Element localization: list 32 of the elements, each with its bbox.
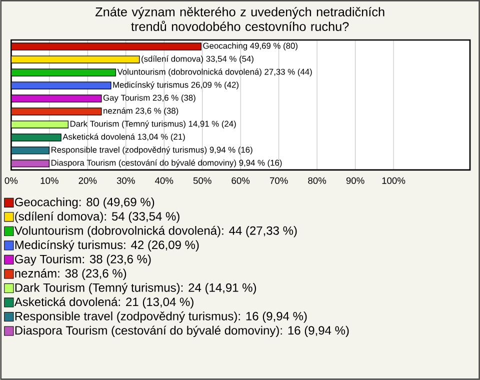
text: Responsible travel (zodpovědný turismus) 9,94 % (16) (51, 146, 252, 154)
x-tick-label: 30% (116, 177, 135, 184)
x-tick-label: 80% (308, 177, 326, 184)
chart-title: Znáte význam některého z uvedených netradičních trendů novodobého cestovního ruchu? (96, 7, 384, 32)
text: Voluntourism (dobrovolnická dovolená) 27,33 % (44) (117, 68, 312, 77)
legend-label: (sdílení domova): 54 (33,54 %) (15, 212, 180, 224)
x-tick-label: 40% (155, 177, 174, 184)
text: Geocaching 49,69 % (80) (203, 42, 298, 50)
legend-label: neznám: 38 (23,6 %) (15, 268, 126, 280)
x-tick-label: 0% (4, 177, 18, 184)
legend-label: Asketická dovolená: 21 (13,04 %) (14, 297, 194, 309)
x-tick-label: 70% (270, 177, 288, 184)
x-tick-label: 50% (193, 177, 212, 184)
x-tick-label: 60% (232, 177, 250, 184)
text: Dark Tourism (Temný turismus) 14,91 % (24) (70, 120, 236, 128)
text: (sdílení domova) 33,54 % (54) (142, 56, 254, 64)
legend-label: Voluntourism (dobrovolnická dovolená): 44 (27,33 %) (14, 226, 297, 238)
legend-label: Diaspora Tourism (cestování do bývalé domoviny): 16 (9,94 %) (15, 326, 349, 338)
text: Diaspora Tourism (cestování do bývalé domoviny) 9,94 % (16) (51, 160, 282, 168)
x-tick-label: 100% (382, 177, 406, 184)
text: Asketická dovolená 13,04 % (21) (62, 134, 185, 142)
x-tick-label: 20% (78, 177, 97, 184)
x-tick-label: 10% (40, 177, 58, 184)
legend-label: Geocaching: 80 (49,69 %) (14, 198, 154, 209)
legend-label: Responsible travel (zodpovědný turismus): 16 (9,94 %) (15, 312, 307, 323)
legend-label: Medicínský turismus: 42 (26,09 %) (15, 240, 199, 252)
legend-label: Gay Tourism: 38 (23,6 %) (14, 254, 151, 266)
x-tick-label: 90% (346, 177, 364, 184)
text: Gay Tourism 23,6 % (38) (103, 94, 196, 102)
text: neznám 23,6 % (38) (104, 108, 178, 116)
legend-label: Dark Tourism (Temný turismus): 24 (14,91 %) (15, 282, 256, 294)
text: Medicínský turismus 26,09 % (42) (113, 82, 238, 90)
